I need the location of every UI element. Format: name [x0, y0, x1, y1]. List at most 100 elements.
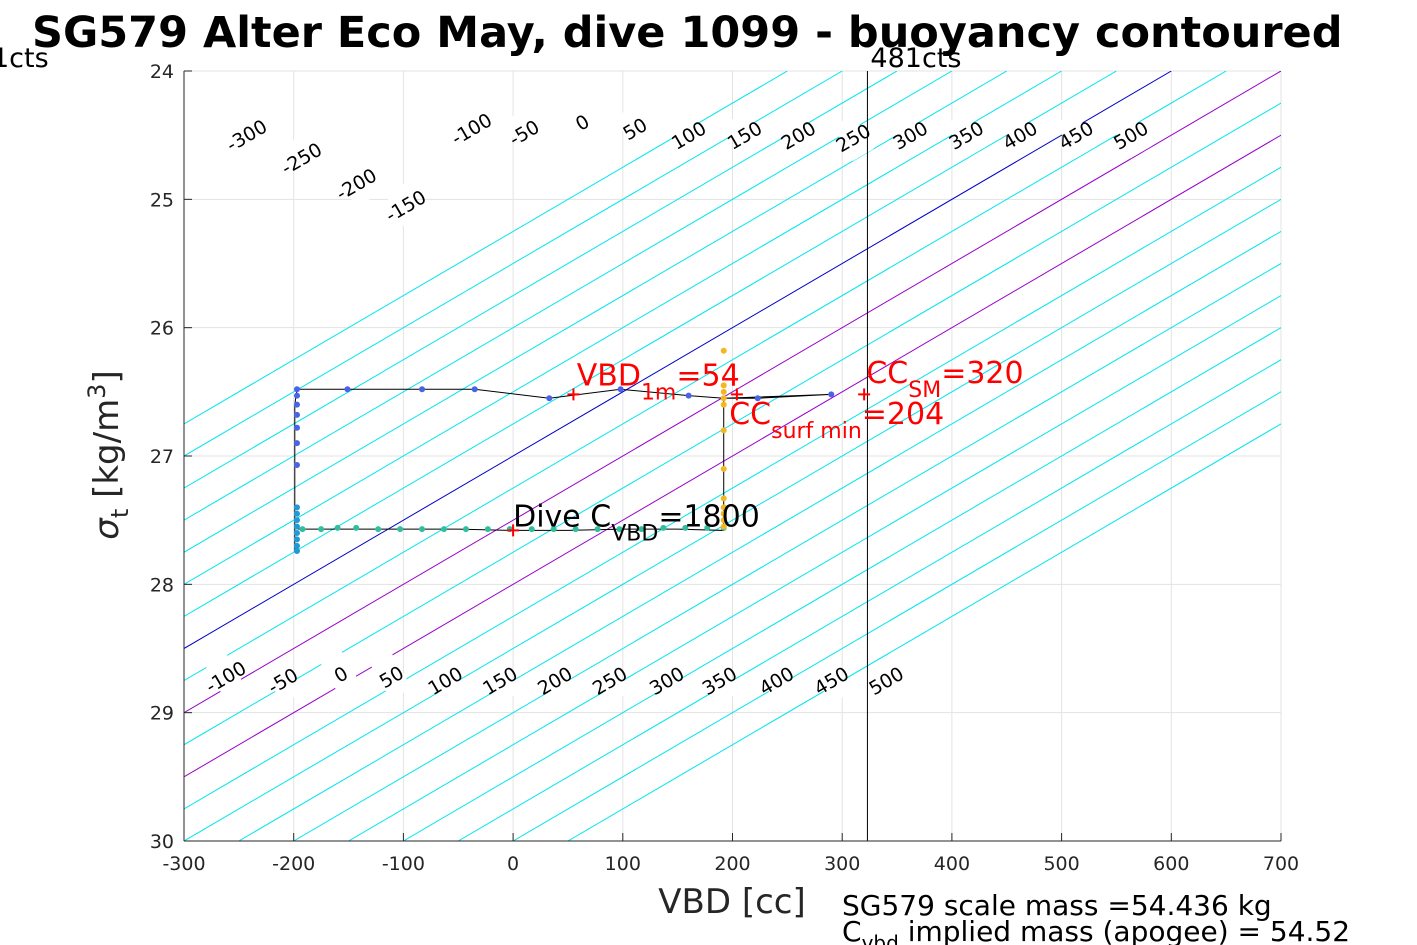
chart-title: SG579 Alter Eco May, dive 1099 - buoyanc… [32, 8, 1343, 58]
contour-line [184, 71, 1062, 585]
contour-line [293, 262, 1281, 841]
x-axis-label: VBD [cc] [658, 882, 806, 922]
descent-point [293, 386, 300, 393]
contour-label-bg [1055, 111, 1097, 159]
contour-line [184, 134, 1281, 778]
mid-point [616, 526, 623, 533]
x-tick-label: -100 [382, 853, 425, 875]
descent-point [471, 386, 478, 393]
mid-point [594, 526, 601, 533]
contour-label-bg [646, 657, 688, 704]
cc-surf-min-annotation: CCsurf min=204 [729, 397, 944, 444]
y-tick-label: 25 [150, 189, 174, 211]
descent-point [617, 386, 624, 393]
descent-point [344, 386, 351, 393]
dive-c-vbd-annotation: Dive CVBD=1800 [513, 500, 760, 547]
ascent-point [720, 401, 727, 408]
axes: -300 -200 -100 0 100 200 300 400 500 600 700 24 25 26… [150, 61, 1299, 875]
contour-label-bg [999, 111, 1041, 159]
mid-point [299, 526, 306, 533]
contour-line [184, 71, 1281, 714]
ascent-point [720, 465, 727, 472]
x-tick-label: -200 [272, 853, 315, 875]
x-tick-label: 300 [824, 853, 860, 875]
contour-line [567, 423, 1281, 841]
contour-label-bg [668, 111, 710, 159]
bottom-point [293, 504, 300, 511]
bottom-point [293, 517, 300, 524]
buoyancy-contours [184, 71, 1281, 841]
ascent-point [720, 523, 727, 530]
contour-label-bg [226, 111, 267, 159]
contour-label-bg [865, 657, 907, 704]
count-line-label: 481cts [870, 43, 961, 74]
mid-point [682, 524, 689, 531]
contour-label-bg [945, 111, 987, 159]
y-tick-label: 29 [150, 703, 174, 725]
bottom-point [293, 547, 300, 554]
mid-point [397, 526, 404, 533]
implied-mass-text: Cvbd implied mass (apogee) = 54.52 [842, 915, 1350, 945]
scale-mass-text: SG579 scale mass =54.436 kg [842, 889, 1272, 922]
marker-plus [567, 388, 580, 401]
bottom-point [293, 536, 300, 543]
bottom-point [293, 542, 300, 549]
descent-point [293, 461, 300, 468]
descent-point [293, 392, 300, 399]
contour-line [184, 166, 1281, 810]
descent-point [293, 440, 300, 447]
mid-point [528, 526, 535, 533]
contour-label-bg [424, 657, 466, 704]
ascent-point [720, 510, 727, 517]
contour-label-bg [755, 657, 797, 704]
mid-point [550, 526, 557, 533]
red-markers [507, 388, 871, 537]
contour-label-bg [320, 650, 362, 698]
ascent-point [720, 382, 727, 389]
y-tick-label: 27 [150, 446, 174, 468]
contour-label-bg [370, 653, 412, 701]
contour-line [403, 327, 1281, 841]
descent-point [828, 391, 835, 398]
ascent-point [720, 495, 727, 502]
contour-line [184, 71, 953, 521]
mid-point [484, 526, 491, 533]
marker-plus [858, 388, 871, 401]
count-lines: 481cts [866, 43, 961, 841]
ascent-point [720, 395, 727, 402]
contour-label-bg [335, 160, 377, 208]
marker-plus [507, 524, 520, 537]
mid-point [462, 526, 469, 533]
contour-line [457, 359, 1281, 841]
contour-line [184, 102, 1281, 746]
contour-line [184, 71, 1117, 617]
contour-label-bg [205, 653, 247, 701]
bottom-point [293, 530, 300, 536]
ascent-point [720, 347, 727, 354]
descent-point [293, 424, 300, 431]
contour-label-bg [479, 657, 521, 704]
y-tick-label: 26 [150, 318, 174, 340]
y-tick-label: 28 [150, 574, 174, 596]
contour-line [184, 71, 1008, 553]
contour-line [184, 71, 898, 489]
marker-plus [730, 388, 743, 401]
contour-line [184, 71, 1227, 682]
contour-line [184, 71, 788, 425]
cc-sm-annotation: CCSM=320 [866, 356, 1023, 403]
contour-label-bg [777, 111, 819, 159]
mid-point [334, 524, 341, 531]
y-axis-label: σt [kg/m3] [83, 370, 134, 539]
mid-point [353, 524, 360, 531]
contour-label-bg [534, 657, 576, 704]
contour-line [184, 71, 1172, 650]
contour-label-bg [724, 111, 766, 159]
contour-line [348, 295, 1281, 841]
contour-label-bg [832, 114, 874, 162]
bottom-point [293, 510, 300, 517]
vbd-1m-annotation: VBD1m=54 [577, 358, 740, 405]
y-tick-label: 30 [150, 831, 174, 853]
contour-label-bg [561, 99, 603, 146]
